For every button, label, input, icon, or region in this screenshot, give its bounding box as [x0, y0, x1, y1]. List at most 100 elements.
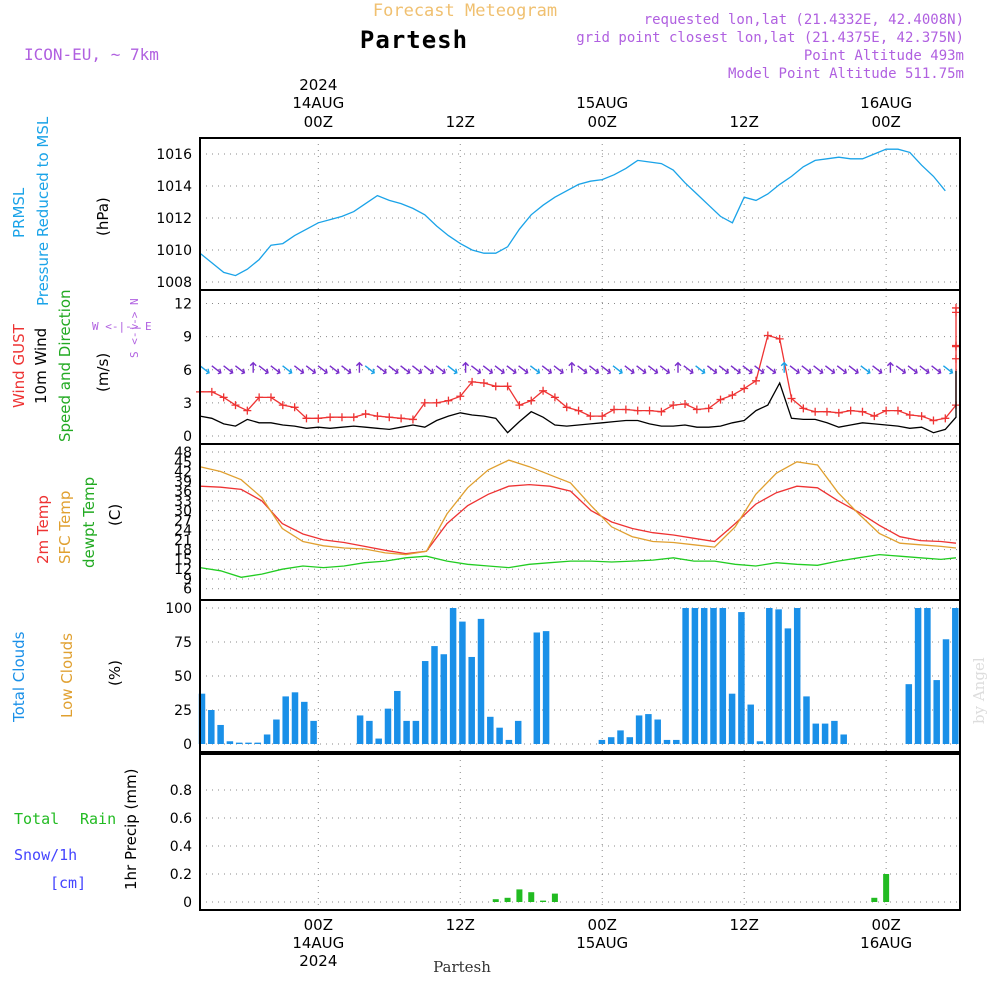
- bottom-axis-label: 2024: [299, 952, 337, 970]
- y-tick-label: 1012: [156, 211, 192, 227]
- temp-label-2m: 2m Temp: [34, 495, 52, 564]
- gust-point: [822, 407, 831, 416]
- wind-label-dir: Speed and Direction: [56, 289, 74, 442]
- gust-point: [550, 393, 559, 402]
- wind-arrow: [730, 365, 741, 375]
- wind-label-10m: 10m Wind: [32, 328, 50, 404]
- bar: [728, 693, 736, 744]
- temp-label-dewpt: dewpt Temp: [80, 477, 98, 568]
- bar: [812, 723, 820, 744]
- bar: [198, 693, 206, 744]
- bar: [883, 874, 890, 902]
- series-wind-gust: [200, 307, 957, 422]
- top-axis-label: 14AUG: [292, 94, 344, 112]
- temp-unit: (C): [106, 504, 124, 526]
- bar: [310, 720, 317, 744]
- y-tick-label: 9: [183, 330, 192, 346]
- wind-arrow: [494, 365, 505, 375]
- bar: [477, 618, 485, 744]
- bar: [914, 608, 922, 744]
- wind-panel: 0 3 6 9 12: [174, 289, 961, 445]
- wind-arrow: [541, 365, 553, 375]
- wind-unit: (m/s): [94, 353, 112, 392]
- gust-point: [834, 408, 843, 417]
- temp-axis-labels: 2m Temp SFC Temp dewpt Temp (C): [34, 477, 124, 568]
- gust-point: [207, 387, 216, 396]
- gust-point: [231, 401, 240, 410]
- wind-arrow: [234, 365, 246, 375]
- top-axis-label: 00Z: [304, 113, 333, 131]
- bottom-axis-label: 12Z: [446, 916, 475, 934]
- gust-point: [846, 406, 855, 415]
- bar: [273, 719, 280, 744]
- gust-point: [278, 401, 287, 410]
- bar: [226, 741, 234, 744]
- cloud-unit: (%): [106, 660, 124, 686]
- gust-point: [574, 406, 583, 415]
- bottom-axis-label: 15AUG: [576, 934, 628, 952]
- bar: [617, 730, 624, 744]
- gust-point: [290, 403, 299, 412]
- gust-point: [527, 396, 536, 405]
- wind-arrow: [647, 365, 659, 375]
- bar: [301, 701, 308, 744]
- gust-point: [952, 308, 960, 317]
- y-tick-label: 12: [174, 562, 192, 578]
- precip-axis-labels: Total Rain Snow/1h [cm] 1hr Precip (mm): [14, 769, 140, 892]
- wind-arrow: [553, 365, 564, 375]
- precip-panel: 0 0.2 0.4 0.6 0.8: [170, 753, 961, 911]
- y-tick-label: 50: [174, 669, 192, 685]
- wind-axis-labels: Wind GUST 10m Wind Speed and Direction (…: [10, 289, 152, 442]
- wind-arrow: [886, 361, 894, 373]
- gust-point: [740, 384, 749, 393]
- pressure-axis-labels: PRMSL Pressure Reduced to MSL (hPa): [10, 116, 112, 306]
- bar: [542, 631, 550, 744]
- y-tick-label: 3: [183, 396, 192, 412]
- pressure-panel: 1008 1010 1012 1014 1016: [156, 137, 961, 291]
- gust-point: [373, 412, 382, 421]
- bar: [514, 720, 522, 744]
- y-tick-label: 0: [183, 895, 192, 911]
- bar: [496, 727, 503, 744]
- gust-point: [752, 376, 761, 385]
- grid-point-coords: grid point closest lon,lat (21.4375E, 42…: [576, 30, 964, 46]
- gust-point: [811, 407, 820, 416]
- wind-arrow: [462, 361, 470, 373]
- bar: [663, 739, 671, 744]
- top-axis-label: 00Z: [588, 113, 617, 131]
- gust-point: [456, 392, 465, 401]
- gust-point: [491, 382, 500, 391]
- gust-point: [692, 405, 701, 414]
- gust-point: [799, 404, 808, 413]
- wind-arrow: [568, 361, 576, 373]
- gust-point: [858, 407, 867, 416]
- bar: [375, 738, 382, 744]
- gust-point: [870, 412, 879, 421]
- gust-point: [917, 412, 926, 421]
- bar: [682, 608, 689, 744]
- wind-arrow: [742, 365, 753, 375]
- model-altitude: Model Point Altitude 511.75m: [728, 66, 964, 82]
- wind-arrow: [341, 365, 352, 375]
- wind-arrow: [506, 365, 517, 375]
- bar: [421, 661, 429, 744]
- gust-point: [728, 391, 737, 400]
- bottom-axis-label: 16AUG: [860, 934, 912, 952]
- bar: [263, 734, 271, 744]
- wind-arrow: [447, 365, 458, 375]
- wind-arrow: [364, 365, 376, 375]
- bar: [738, 612, 745, 744]
- bar: [254, 742, 262, 744]
- bar: [775, 609, 782, 744]
- y-tick-label: 100: [165, 601, 192, 617]
- wind-arrow: [754, 365, 765, 375]
- gust-point: [598, 412, 607, 421]
- wind-arrow: [400, 365, 411, 375]
- wind-arrow: [249, 361, 257, 373]
- wind-arrow: [282, 365, 293, 375]
- precip-label-cm: [cm]: [50, 874, 86, 892]
- wind-arrow: [624, 365, 635, 375]
- series-sfc-temp: [199, 459, 957, 556]
